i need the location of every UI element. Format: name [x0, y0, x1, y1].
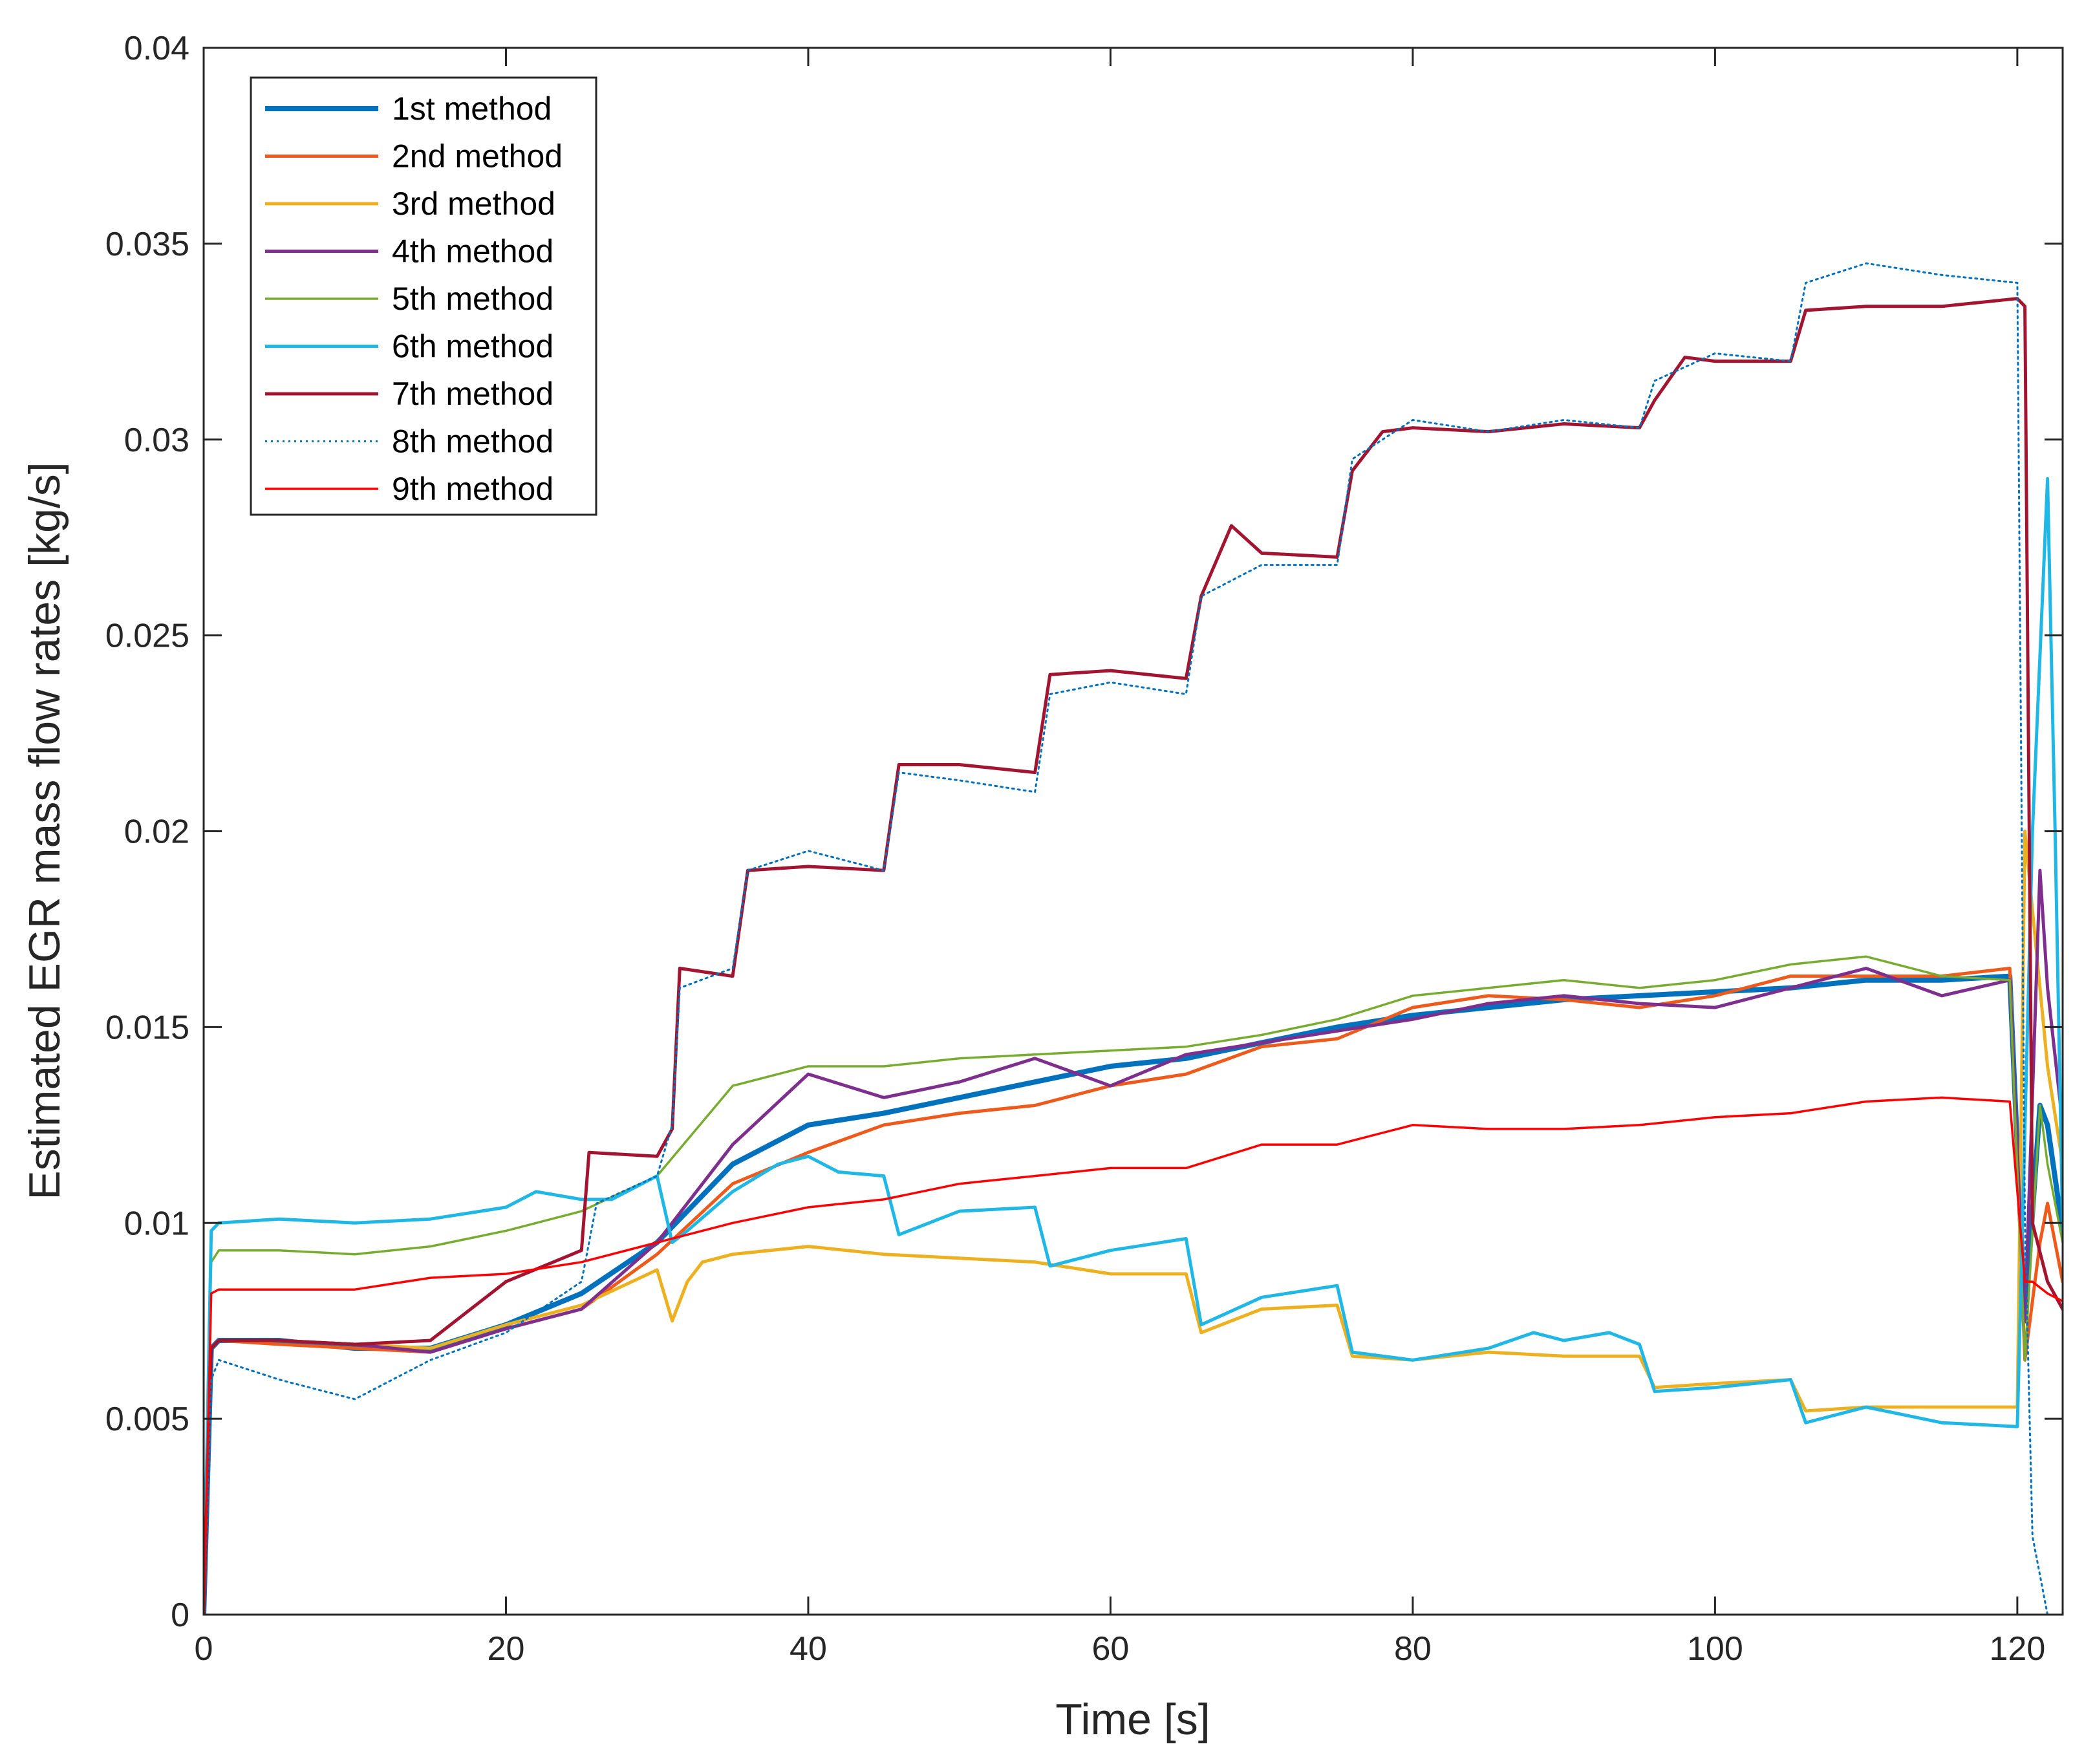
x-tick-label: 80	[1394, 1630, 1432, 1668]
series-layer	[204, 262, 2063, 1615]
series-line-5th-method	[204, 955, 2063, 1615]
y-tick-label: 0.04	[124, 30, 189, 67]
legend-label: 3rd method	[392, 186, 555, 222]
x-tick-label: 120	[1989, 1630, 2045, 1668]
ticks-layer: 0 20 40 60 80 100 120 0 0.005 0.01 0.015 0.02 0.025 0…	[105, 30, 2063, 1668]
legend-label: 9th method	[392, 471, 553, 507]
legend-label: 7th method	[392, 376, 553, 412]
y-tick-label: 0.03	[124, 422, 189, 459]
y-tick-label: 0.01	[124, 1205, 189, 1242]
series-line-7th-method	[204, 297, 2063, 1615]
x-axis-title: Time [s]	[1055, 1695, 1210, 1744]
y-tick-label: 0.025	[105, 618, 189, 655]
legend-label: 4th method	[392, 233, 553, 270]
legend-label: 6th method	[392, 328, 553, 365]
x-tick-label: 100	[1687, 1630, 1743, 1668]
y-tick-label: 0	[171, 1597, 189, 1634]
series-line-3rd-method	[204, 830, 2063, 1615]
x-tick-label: 20	[488, 1630, 525, 1668]
y-tick-label: 0.035	[105, 226, 189, 263]
x-tick-label: 40	[790, 1630, 827, 1668]
legend-label: 8th method	[392, 424, 553, 460]
y-tick-label: 0.015	[105, 1009, 189, 1046]
series-line-9th-method	[204, 1096, 2063, 1615]
series-line-6th-method	[204, 477, 2063, 1615]
y-axis-title: Estimated EGR mass flow rates [kg/s]	[20, 462, 69, 1199]
series-line-8th-method	[204, 262, 2063, 1615]
legend-label: 1st method	[392, 91, 552, 127]
legend-label: 2nd method	[392, 138, 563, 175]
y-tick-label: 0.005	[105, 1401, 189, 1438]
legend-label: 5th method	[392, 281, 553, 317]
series-line-4th-method	[204, 868, 2063, 1615]
legend: 1st method 2nd method 3rd method 4th method…	[250, 76, 597, 516]
x-tick-label: 0	[195, 1630, 213, 1668]
x-tick-label: 60	[1092, 1630, 1130, 1668]
legend-box	[250, 76, 597, 516]
y-tick-label: 0.02	[124, 813, 189, 851]
